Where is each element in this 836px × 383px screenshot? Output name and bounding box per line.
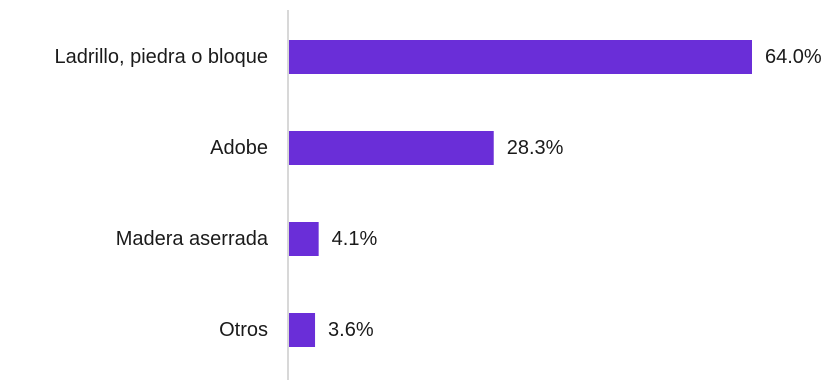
category-label-3: Otros: [219, 319, 268, 341]
value-labels: 64.0% 28.3% 4.1% 3.6%: [328, 46, 822, 341]
value-label-1: 28.3%: [507, 137, 564, 159]
bars-layer: [289, 40, 752, 347]
category-label-2: Madera aserrada: [116, 228, 269, 250]
category-label-0: Ladrillo, piedra o bloque: [55, 46, 269, 68]
category-labels: Ladrillo, piedra o bloque Adobe Madera ase…: [55, 46, 269, 341]
category-label-1: Adobe: [210, 137, 268, 159]
bar-2: [289, 222, 319, 256]
value-label-2: 4.1%: [332, 228, 378, 250]
bar-0: [289, 40, 752, 74]
bar-1: [289, 131, 494, 165]
bar-3: [289, 313, 316, 347]
value-label-0: 64.0%: [765, 46, 822, 68]
value-label-3: 3.6%: [328, 319, 374, 341]
